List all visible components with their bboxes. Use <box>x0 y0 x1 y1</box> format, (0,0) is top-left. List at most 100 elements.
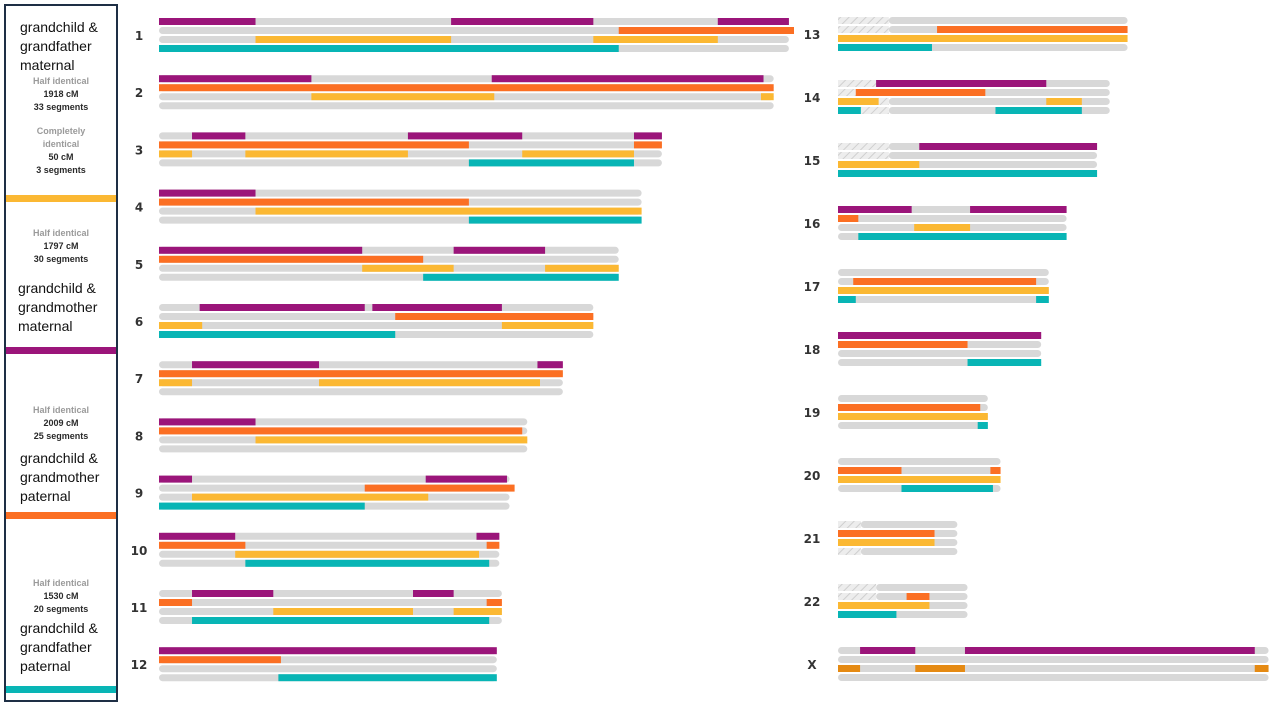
legend-title-line: grandmother <box>18 299 98 315</box>
match-segment <box>453 246 546 254</box>
match-segment <box>364 484 515 492</box>
match-segment <box>919 143 1098 150</box>
match-segment <box>876 80 1047 87</box>
track-background <box>159 189 642 197</box>
unassigned-region <box>838 143 889 150</box>
track-background <box>838 674 1269 681</box>
match-segment <box>159 198 469 206</box>
legend-cm: 2009 cM <box>43 418 79 428</box>
match-segment <box>159 656 281 664</box>
match-segment <box>838 611 897 618</box>
legend-swatch-gf-paternal <box>6 686 116 693</box>
match-segment <box>838 35 1128 42</box>
track-background <box>838 458 1001 465</box>
legend-title-line: maternal <box>18 318 73 334</box>
track-background <box>838 215 1067 222</box>
match-segment <box>990 467 1001 474</box>
match-segment <box>1254 665 1269 672</box>
chromosome-label: 20 <box>804 469 821 483</box>
match-segment <box>159 541 246 549</box>
match-segment <box>255 36 452 43</box>
track-background <box>888 44 1128 51</box>
match-segment <box>159 246 363 254</box>
match-segment <box>311 93 495 101</box>
chromosome-label: 11 <box>131 601 148 615</box>
chromosome-label: 14 <box>804 91 821 105</box>
track-background <box>838 350 1042 357</box>
match-segment <box>245 559 490 567</box>
track-background <box>159 475 510 483</box>
legend-segments: 20 segments <box>33 604 89 614</box>
match-segment <box>838 332 1042 339</box>
match-segment <box>159 379 193 387</box>
match-segment <box>914 224 971 231</box>
match-segment <box>159 255 424 263</box>
unassigned-region <box>838 107 889 114</box>
chromosome-label: 19 <box>804 406 821 420</box>
match-segment <box>159 532 236 540</box>
match-segment <box>901 485 993 492</box>
match-segment <box>468 159 634 167</box>
legend-segments: 25 segments <box>33 431 89 441</box>
match-segment <box>255 436 528 444</box>
chromosome-label: 18 <box>804 343 821 357</box>
legend-title-line: grandfather <box>20 639 92 655</box>
match-segment <box>915 665 965 672</box>
track-background <box>876 611 968 618</box>
legend-title-line: maternal <box>20 57 75 73</box>
match-segment <box>245 150 408 158</box>
chromosome-label: X <box>807 658 817 672</box>
legend-segments: 30 segments <box>33 254 89 264</box>
match-segment <box>362 264 454 272</box>
match-segment <box>838 341 968 348</box>
match-segment <box>159 331 396 338</box>
track-background <box>159 532 500 540</box>
match-segment <box>537 361 563 369</box>
match-segment <box>838 665 861 672</box>
legend-segments-complete: 3 segments <box>36 165 86 175</box>
unassigned-region <box>838 80 889 87</box>
match-segment <box>970 206 1067 213</box>
match-segment <box>192 617 490 624</box>
legend-kind-complete: Completely <box>36 126 86 136</box>
legend-cm-complete: 50 cM <box>48 152 74 162</box>
match-segment <box>235 550 480 558</box>
match-segment <box>838 170 1098 177</box>
match-segment <box>1046 98 1082 105</box>
track-background <box>838 296 1049 303</box>
match-segment <box>633 132 662 140</box>
legend-title-gm-maternal: grandchild & grandmother maternal <box>6 279 116 336</box>
match-segment <box>159 150 193 158</box>
track-background <box>838 665 1269 672</box>
unassigned-region <box>838 26 889 33</box>
match-segment <box>855 89 986 96</box>
legend-title-line: grandchild & <box>18 280 96 296</box>
chromosome-label: 2 <box>135 86 143 100</box>
match-segment <box>838 98 879 105</box>
chromosome-label: 5 <box>135 258 143 272</box>
legend-segments: 33 segments <box>33 102 89 112</box>
match-segment <box>838 206 912 213</box>
legend-title-line: grandchild & <box>20 19 98 35</box>
match-segment <box>159 418 256 426</box>
match-segment <box>633 141 662 149</box>
track-background <box>159 322 594 329</box>
match-segment <box>838 539 935 546</box>
track-background <box>159 388 563 396</box>
unassigned-region <box>838 521 861 528</box>
match-segment <box>838 161 920 168</box>
match-segment <box>937 26 1128 33</box>
chromosome-label: 17 <box>804 280 821 294</box>
unassigned-region <box>838 152 889 159</box>
match-segment <box>838 413 988 420</box>
match-segment <box>273 608 413 615</box>
track-background <box>838 422 988 429</box>
legend-kind: Half identical <box>32 76 89 86</box>
track-background <box>838 395 988 402</box>
match-segment <box>192 361 320 369</box>
unassigned-region <box>838 593 877 600</box>
match-segment <box>159 475 193 483</box>
match-segment <box>451 18 594 25</box>
legend-panel: grandchild & grandfather maternal Half i… <box>4 4 118 702</box>
